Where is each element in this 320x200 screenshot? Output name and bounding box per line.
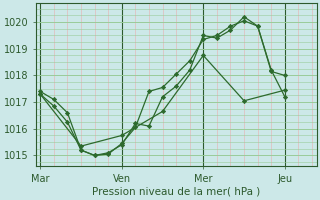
X-axis label: Pression niveau de la mer( hPa ): Pression niveau de la mer( hPa ) — [92, 187, 260, 197]
